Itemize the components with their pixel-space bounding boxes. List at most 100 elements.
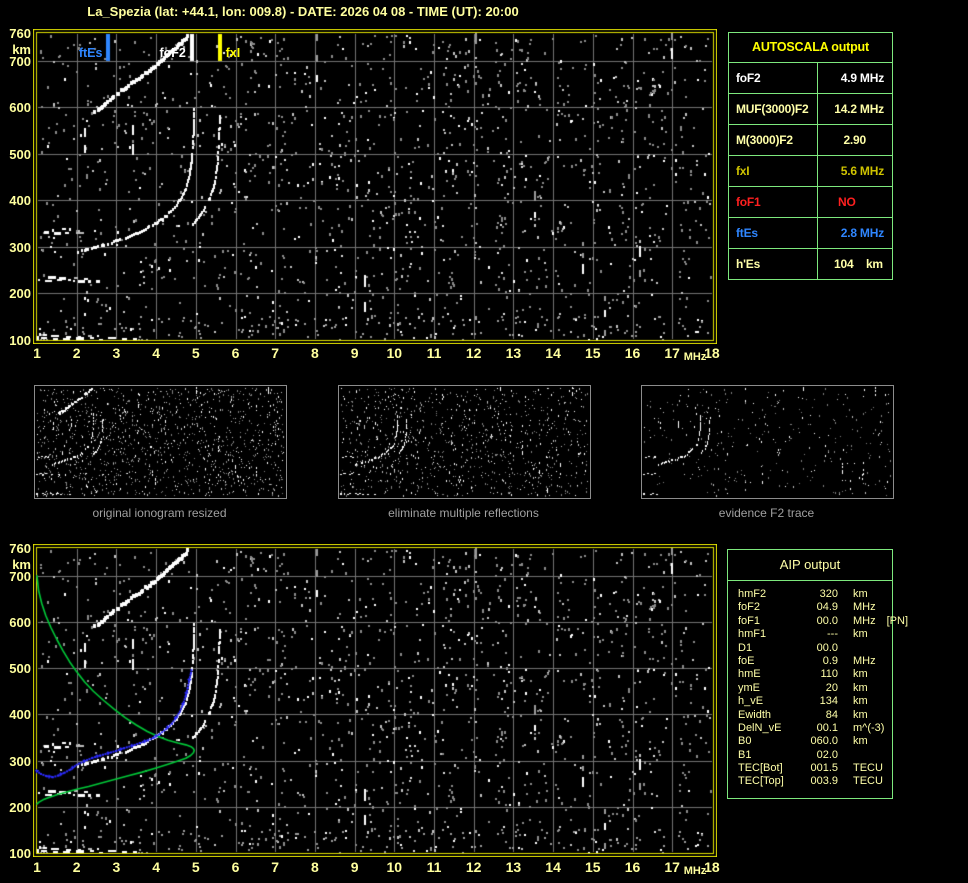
y-tick-label: 600 bbox=[9, 100, 31, 116]
x-tick-label: 10 bbox=[386, 859, 403, 875]
x-tick-label: 2 bbox=[72, 859, 81, 875]
x-tick-label: 11 bbox=[426, 345, 442, 361]
aip-row-unit: MHz [PN] bbox=[853, 614, 909, 627]
x-tick-label: 9 bbox=[350, 859, 359, 875]
x-tick-label: 1 bbox=[33, 345, 41, 361]
aip-row-TEC[Bot]: TEC[Bot] 001.5 TECU bbox=[738, 762, 892, 775]
autoscala-row-label: fxI bbox=[729, 156, 818, 186]
aip-row-label: Ewidth bbox=[738, 708, 772, 721]
autoscala-table-rows: foF2 4.9 MHz MUF(3000)F2 14.2 MHz M(3000)F2 2… bbox=[729, 63, 892, 279]
marker-label-fxI: fxI bbox=[225, 46, 241, 60]
aip-row-unit: m^(-3) bbox=[853, 721, 885, 734]
main-ionogram-plot bbox=[33, 29, 717, 344]
aip-row-extra: [PN] bbox=[886, 614, 909, 627]
x-tick-label: 4 bbox=[152, 345, 160, 361]
x-tick-label: 18 bbox=[704, 859, 720, 875]
thumbnail-caption-evidence: evidence F2 trace bbox=[718, 506, 815, 520]
x-tick-label: 6 bbox=[231, 859, 240, 875]
autoscala-row-value: 2.90 bbox=[843, 133, 866, 147]
aip-row-ymE: ymE 20 km bbox=[738, 682, 892, 695]
autoscala-row-M(3000)F2: M(3000)F2 2.90 bbox=[729, 125, 892, 156]
aip-row-label: foF2 bbox=[738, 601, 761, 614]
x-tick-label: 8 bbox=[310, 345, 319, 361]
aip-row-unit: TECU bbox=[853, 775, 883, 788]
aip-row-unit: km bbox=[853, 628, 868, 641]
aip-row-value: 320 bbox=[819, 588, 838, 600]
x-tick-label: 14 bbox=[545, 859, 561, 875]
autoscala-row-label: MUF(3000)F2 bbox=[729, 94, 818, 124]
autoscala-row-MUF(3000)F2: MUF(3000)F2 14.2 MHz bbox=[729, 94, 892, 125]
y-tick-label: 760 bbox=[9, 26, 31, 41]
aip-row-unit: km bbox=[853, 668, 868, 681]
autoscala-output-table: AUTOSCALA output foF2 4.9 MHz MUF(3000)F2 1… bbox=[728, 32, 893, 280]
aip-row-label: B0 bbox=[738, 735, 752, 748]
aip-row-unit bbox=[838, 749, 892, 762]
aip-row-value: 134 bbox=[819, 695, 838, 708]
marker-label-ftEs: ftEs bbox=[78, 46, 103, 60]
autoscala-row-label: foF1 bbox=[729, 187, 818, 217]
x-tick-label: 4 bbox=[152, 859, 160, 875]
aip-row-label: TEC[Top] bbox=[738, 775, 784, 788]
aip-row-label: hmE bbox=[738, 668, 761, 681]
autoscala-row-label: h'Es bbox=[729, 249, 818, 279]
aip-row-DelN_vE: DelN_vE 00.1 m^(-3) bbox=[738, 722, 892, 735]
aip-row-value: 060.0 bbox=[810, 735, 838, 748]
aip-row-value: 00.1 bbox=[816, 721, 838, 734]
aip-row-value: 0.9 bbox=[822, 654, 838, 667]
x-tick-label: 12 bbox=[465, 859, 482, 875]
aip-row-unit: km bbox=[853, 681, 868, 694]
aip-row-value: 84 bbox=[825, 708, 838, 721]
y-tick-label: 400 bbox=[9, 193, 31, 209]
autoscala-row-foF2: foF2 4.9 MHz bbox=[729, 63, 892, 94]
autoscala-row-h'Es: h'Es 104 km bbox=[729, 249, 892, 279]
autoscala-row-value: NO bbox=[838, 195, 856, 209]
y-tick-label: 700 bbox=[9, 53, 31, 69]
y-tick-label: 100 bbox=[9, 846, 31, 861]
x-axis-unit-label: MHz bbox=[683, 351, 707, 363]
aip-row-unit: TECU bbox=[853, 762, 883, 775]
x-tick-label: 3 bbox=[112, 345, 121, 361]
aip-row-foF1: foF1 00.0 MHz [PN] bbox=[738, 614, 908, 628]
aip-row-D1: D1 00.0 bbox=[738, 642, 892, 655]
autoscala-row-foF1: foF1 NO bbox=[729, 187, 892, 218]
y-tick-label: 300 bbox=[9, 239, 31, 255]
x-tick-label: 1 bbox=[33, 859, 41, 875]
thumbnail-caption-eliminate: eliminate multiple reflections bbox=[388, 506, 539, 520]
autoscala-row-value: 14.2 MHz bbox=[834, 102, 884, 116]
x-tick-label: 11 bbox=[426, 859, 442, 875]
autoscala-row-label: ftEs bbox=[729, 218, 818, 248]
aip-row-label: hmF1 bbox=[738, 628, 767, 641]
x-tick-label: 3 bbox=[112, 859, 121, 875]
aip-row-value: 110 bbox=[820, 668, 838, 681]
aip-table-header: AIP output bbox=[728, 550, 892, 581]
x-tick-label: 18 bbox=[704, 345, 720, 361]
aip-row-value: 00.0 bbox=[816, 614, 838, 627]
thumbnail-evidence-f2-trace bbox=[641, 385, 894, 499]
aip-row-value: 20 bbox=[825, 681, 838, 694]
y-tick-label: 300 bbox=[9, 753, 31, 769]
y-tick-label: 500 bbox=[9, 146, 31, 162]
aip-row-h_vE: h_vE 134 km bbox=[738, 695, 892, 708]
thumbnail-eliminate-reflections bbox=[338, 385, 591, 499]
aip-row-value: 00.0 bbox=[816, 641, 838, 654]
aip-row-foF2: foF2 04.9 MHz bbox=[738, 601, 892, 614]
y-tick-label: 100 bbox=[9, 333, 31, 348]
aip-row-label: DelN_vE bbox=[738, 721, 782, 734]
autoscala-row-value: 5.6 MHz bbox=[840, 164, 884, 178]
x-tick-label: 15 bbox=[585, 345, 601, 361]
aip-row-label: hmF2 bbox=[738, 588, 767, 600]
aip-row-value: 001.5 bbox=[810, 762, 838, 775]
x-tick-label: 5 bbox=[191, 345, 200, 361]
autoscala-row-value: 4.9 MHz bbox=[840, 71, 884, 85]
autoscala-row-fxI: fxI 5.6 MHz bbox=[729, 156, 892, 187]
aip-row-unit: MHz bbox=[853, 601, 876, 614]
aip-row-B1: B1 02.0 bbox=[738, 749, 892, 762]
x-tick-label: 10 bbox=[386, 345, 403, 361]
thumbnail-caption-original: original ionogram resized bbox=[92, 506, 227, 520]
x-tick-label: 13 bbox=[505, 345, 522, 361]
aip-row-unit bbox=[838, 642, 892, 655]
x-tick-label: 2 bbox=[72, 345, 81, 361]
y-tick-label: 600 bbox=[9, 614, 31, 630]
aip-row-label: D1 bbox=[738, 641, 753, 654]
marker-label-foF2: foF2 bbox=[159, 46, 186, 60]
